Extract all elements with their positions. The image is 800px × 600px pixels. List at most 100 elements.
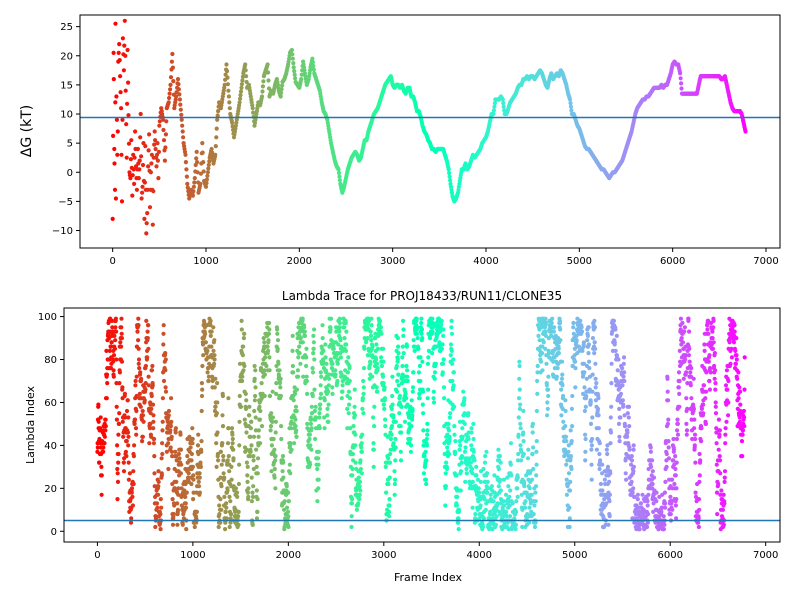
lambda-point [665, 389, 670, 394]
lambda-point [442, 396, 447, 401]
lambda-point [336, 342, 341, 347]
lambda-point [326, 383, 331, 388]
lambda-point [286, 490, 291, 495]
lambda-point [381, 359, 386, 364]
lambda-point [244, 430, 249, 435]
lambda-point [552, 325, 557, 330]
lambda-point [607, 514, 612, 519]
lambda-point [238, 404, 244, 409]
lambda-point [309, 404, 314, 409]
lambda-point [114, 404, 119, 409]
lambda-point [480, 524, 485, 530]
lambda-point [152, 471, 157, 476]
lambda-point [403, 391, 408, 396]
lambda-point [347, 402, 352, 407]
lambda-point [721, 522, 727, 527]
lambda-point [168, 424, 173, 429]
lambda-point [442, 451, 447, 457]
delta-g-point [124, 122, 129, 127]
delta-g-point [210, 150, 215, 155]
lambda-point [453, 439, 458, 444]
lambda-point [664, 451, 669, 457]
lambda-point [439, 318, 444, 323]
delta-g-point [132, 155, 137, 160]
lambda-point [570, 424, 575, 429]
lambda-point [516, 432, 521, 437]
delta-g-point [194, 149, 199, 154]
lambda-point [126, 460, 131, 465]
lambda-point [211, 325, 216, 330]
lambda-point [350, 451, 355, 457]
delta-g-point [177, 92, 182, 97]
lambda-point [281, 475, 286, 480]
delta-g-point [137, 167, 142, 172]
lambda-point [313, 404, 318, 409]
lambda-point [256, 428, 261, 433]
lambda-point [248, 426, 253, 431]
lambda-point [369, 323, 374, 328]
lambda-point [142, 398, 147, 403]
lambda-point [368, 333, 374, 338]
lambda-point [395, 357, 400, 362]
lambda-point [568, 428, 573, 433]
lambda-point [614, 333, 619, 338]
lambda-point [111, 368, 116, 373]
delta-g-point [162, 158, 167, 163]
lambda-point [592, 351, 597, 356]
lambda-point [569, 406, 575, 411]
lambda-point [228, 499, 233, 504]
lambda-point [546, 393, 551, 399]
lambda-point [168, 428, 173, 433]
lambda-point [620, 366, 625, 371]
delta-g-point [145, 211, 150, 216]
delta-g-point [205, 170, 210, 175]
lambda-point [543, 333, 549, 338]
lambda-point [348, 426, 353, 431]
lambda-point [675, 421, 681, 426]
lambda-point [583, 404, 588, 409]
lambda-point [516, 415, 521, 420]
lambda-point [144, 318, 149, 323]
lambda-point [578, 318, 583, 323]
lambda-point [237, 443, 242, 448]
lambda-point [209, 329, 214, 334]
lambda-point [351, 424, 356, 429]
lambda-point [698, 458, 703, 463]
lambda-point [136, 323, 141, 328]
lambda-point [269, 411, 274, 416]
lambda-point [713, 381, 718, 386]
delta-g-point [146, 148, 151, 153]
lambda-point [448, 353, 453, 358]
lambda-point [518, 426, 523, 431]
lambda-point [219, 484, 224, 489]
lambda-point [731, 340, 737, 345]
lambda-point [229, 426, 235, 431]
lambda-point [361, 378, 366, 384]
lambda-x-axis-label: Frame Index [394, 571, 463, 584]
delta-g-point [290, 56, 295, 61]
lambda-point [171, 511, 176, 517]
lambda-point [717, 454, 722, 459]
lambda-point [521, 451, 526, 457]
delta-g-point [292, 72, 297, 77]
lambda-point [133, 378, 138, 384]
lambda-point [374, 385, 379, 390]
delta-g-point [261, 79, 266, 84]
lambda-point [532, 503, 537, 508]
delta-g-point [167, 95, 172, 101]
lambda-point [370, 374, 375, 379]
lambda-point [736, 370, 741, 375]
lambda-point [102, 441, 107, 446]
delta-g-point [157, 119, 162, 124]
lambda-point [446, 421, 451, 426]
lambda-point [409, 398, 414, 403]
lambda-point [677, 391, 682, 396]
lambda-point [320, 323, 325, 328]
lambda-point [501, 477, 506, 482]
lambda-point [544, 361, 549, 366]
lambda-point [344, 329, 349, 334]
lambda-point [714, 490, 720, 495]
lambda-point [333, 368, 338, 373]
delta-g-point [185, 181, 190, 186]
lambda-point [194, 490, 199, 495]
